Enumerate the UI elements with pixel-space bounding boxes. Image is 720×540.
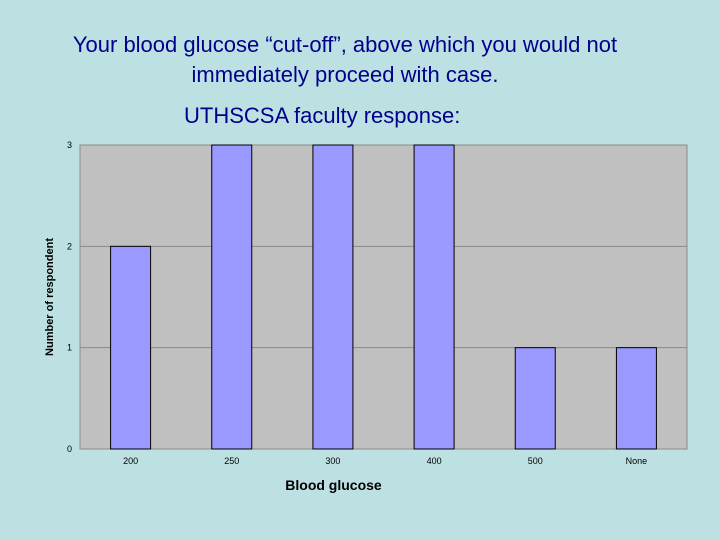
bar-400 <box>413 144 455 450</box>
bar-500 <box>514 347 556 450</box>
x-tick-label: 300 <box>325 456 340 466</box>
bars <box>110 144 657 450</box>
bar-300 <box>312 144 354 450</box>
slide-title-line-1: Your blood glucose “cut-off”, above whic… <box>72 32 618 57</box>
x-tick-label: 250 <box>224 456 239 466</box>
x-tick-label: 400 <box>427 456 442 466</box>
y-tick-label: 2 <box>67 241 72 251</box>
bar-200 <box>110 245 152 450</box>
slide-title-line-2: immediately proceed with case. <box>191 62 499 87</box>
x-tick-label: 500 <box>528 456 543 466</box>
y-axis-label: Number of respondent <box>44 238 56 356</box>
plot-area <box>79 144 688 450</box>
bar-250 <box>211 144 253 450</box>
slide-title: Your blood glucose “cut-off”, above whic… <box>0 30 690 90</box>
x-tick-labels: 200 250 300 400 500 None <box>123 456 647 466</box>
y-tick-labels: 0 1 2 3 <box>67 140 72 454</box>
gridlines <box>80 144 687 349</box>
bar-none <box>615 347 657 450</box>
x-tick-label: None <box>626 456 648 466</box>
x-tick-label: 200 <box>123 456 138 466</box>
y-tick-label: 3 <box>67 140 72 150</box>
slide-subtitle: UTHSCSA faculty response: <box>184 103 461 128</box>
y-tick-label: 0 <box>67 444 72 454</box>
y-tick-label: 1 <box>67 343 72 353</box>
x-axis-label: Blood glucose <box>285 477 382 493</box>
